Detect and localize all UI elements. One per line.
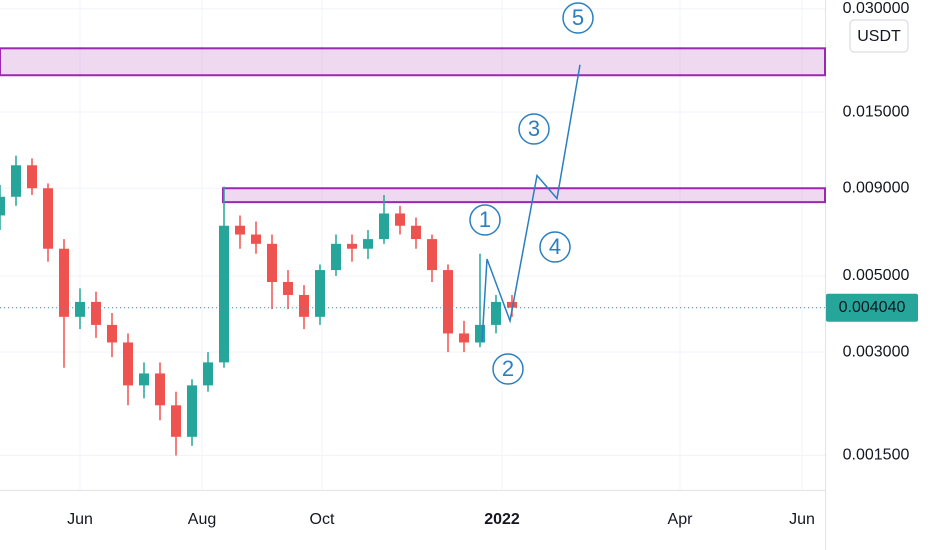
candle-body	[155, 373, 165, 406]
candle-body	[267, 243, 277, 283]
candle-body	[283, 282, 293, 295]
wave-label-circle	[562, 2, 594, 34]
candle-body	[11, 165, 21, 197]
currency-label: USDT	[857, 28, 901, 45]
candle-body	[27, 165, 37, 189]
y-tick-label: 0.005000	[843, 267, 910, 284]
candle-body	[427, 239, 437, 271]
candle-body	[0, 196, 5, 216]
candle-body	[43, 188, 53, 249]
x-tick-label: 2022	[484, 511, 520, 528]
y-tick-label: 0.001500	[843, 447, 910, 464]
x-tick-label: Aug	[188, 511, 216, 528]
candle-body	[507, 301, 517, 308]
candle-body	[219, 225, 229, 363]
candle-body	[235, 225, 245, 235]
y-tick-label: 0.030000	[843, 0, 910, 17]
wave-label: 4	[549, 234, 561, 259]
wave-line	[481, 64, 581, 343]
x-tick-label: Oct	[310, 511, 335, 528]
candle-body	[91, 301, 101, 325]
x-tick-label: Jun	[67, 511, 93, 528]
y-tick-label: 0.015000	[843, 103, 910, 120]
candle-body	[347, 243, 357, 249]
wave-label-circle	[469, 204, 501, 236]
candle-body	[203, 362, 213, 386]
wave-label-circle	[492, 353, 524, 385]
candle-body	[411, 225, 421, 240]
candle-body	[395, 213, 405, 226]
candle-body	[139, 373, 149, 386]
candle-body	[251, 234, 261, 244]
candle-body	[491, 301, 501, 325]
x-tick-label: Jun	[789, 511, 815, 528]
candle-body	[363, 239, 373, 249]
candle-body	[443, 270, 453, 334]
currency-badge	[849, 19, 909, 53]
x-tick-label: Apr	[668, 511, 694, 528]
candle-body	[171, 405, 181, 437]
candle-body	[315, 270, 325, 317]
candle-body	[459, 333, 469, 343]
last-price-tag	[826, 293, 918, 322]
y-tick-label: 0.009000	[843, 179, 910, 196]
candle-body	[331, 243, 341, 271]
zone	[222, 187, 826, 204]
last-price-label: 0.004040	[839, 299, 906, 316]
wave-label: 5	[572, 5, 584, 30]
wave-label: 2	[502, 356, 514, 381]
candle-body	[379, 213, 389, 240]
candle-body	[59, 248, 69, 317]
wave-label: 3	[528, 116, 540, 141]
candle-body	[107, 324, 117, 343]
zone	[0, 47, 826, 77]
candle-body	[187, 385, 197, 437]
candle-body	[75, 301, 85, 317]
candle-body	[299, 294, 309, 317]
y-tick-label: 0.003000	[843, 343, 910, 360]
wave-label: 1	[479, 207, 491, 232]
wave-label-circle	[539, 231, 571, 263]
candle-body	[475, 324, 485, 343]
wave-label-circle	[518, 113, 550, 145]
candle-body	[123, 342, 133, 386]
